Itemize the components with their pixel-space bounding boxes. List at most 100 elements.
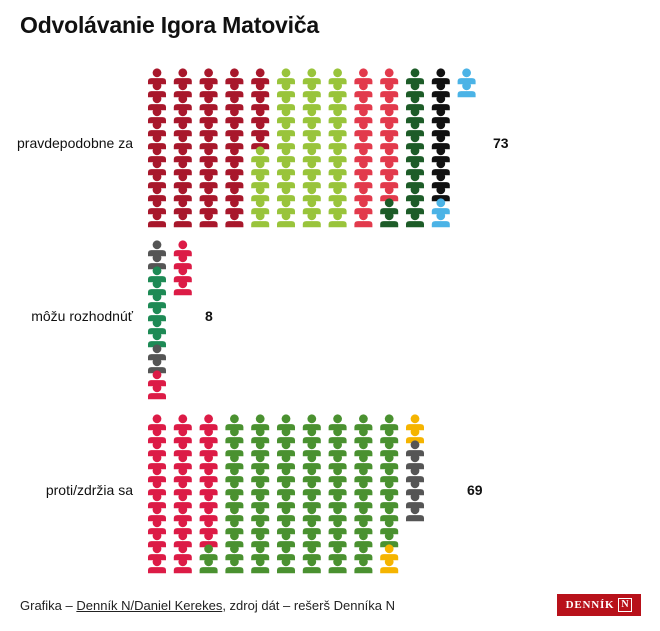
- person-icon: [406, 427, 424, 444]
- person-icon: [431, 159, 450, 176]
- group-total: 8: [205, 308, 213, 324]
- person-icon: [302, 492, 321, 509]
- person-icon: [354, 557, 373, 574]
- person-icon: [225, 518, 244, 535]
- person-icon: [173, 68, 192, 85]
- person-icon: [173, 466, 192, 483]
- person-icon: [199, 81, 218, 98]
- person-icon: [173, 81, 192, 98]
- person-icon: [199, 120, 218, 137]
- person-icon: [302, 427, 321, 444]
- person-icon: [406, 120, 424, 137]
- person-icon: [406, 466, 424, 483]
- person-icon: [302, 146, 321, 163]
- person-icon: [173, 492, 192, 509]
- person-icon: [173, 120, 192, 137]
- person-icon: [225, 159, 244, 176]
- person-icon: [225, 492, 244, 509]
- person-icon: [225, 557, 244, 574]
- person-icon: [380, 211, 399, 228]
- person-icon: [251, 518, 270, 535]
- person-icon: [328, 146, 347, 163]
- person-icon: [148, 185, 166, 202]
- person-icon: [148, 146, 166, 163]
- person-icon: [277, 466, 295, 483]
- person-icon: [354, 479, 373, 496]
- person-icon: [277, 492, 295, 509]
- person-icon: [328, 414, 347, 431]
- person-icon: [148, 357, 166, 374]
- person-icon: [277, 505, 295, 522]
- person-icon: [199, 505, 218, 522]
- person-icon: [302, 81, 321, 98]
- person-icon: [277, 185, 295, 202]
- person-icon: [328, 518, 347, 535]
- person-icon: [380, 133, 399, 150]
- person-icon: [173, 159, 192, 176]
- person-icon: [148, 240, 166, 257]
- person-icon: [199, 557, 218, 574]
- person-icon: [328, 492, 347, 509]
- person-icon: [354, 81, 373, 98]
- person-icon: [406, 198, 424, 215]
- person-icon: [431, 211, 450, 228]
- person-icon: [251, 159, 270, 176]
- person-icon: [302, 120, 321, 137]
- person-icon: [302, 466, 321, 483]
- person-icon: [328, 133, 347, 150]
- person-icon: [225, 81, 244, 98]
- person-icon: [406, 172, 424, 189]
- person-icon: [328, 211, 347, 228]
- person-icon: [199, 427, 218, 444]
- person-icon: [380, 185, 399, 202]
- person-icon: [225, 211, 244, 228]
- person-icon: [251, 146, 270, 163]
- person-icon: [302, 211, 321, 228]
- dennik-n-logo[interactable]: DENNÍK N: [557, 594, 641, 616]
- person-icon: [199, 133, 218, 150]
- person-icon: [173, 557, 192, 574]
- person-icon: [199, 453, 218, 470]
- person-icon: [380, 120, 399, 137]
- person-icon: [148, 253, 166, 270]
- person-icon: [148, 68, 166, 85]
- person-icon: [199, 531, 218, 548]
- person-icon: [328, 544, 347, 561]
- person-icon: [148, 453, 166, 470]
- person-icon: [277, 94, 295, 111]
- person-icon: [354, 185, 373, 202]
- person-icon: [225, 120, 244, 137]
- person-icon: [173, 266, 192, 283]
- person-icon: [173, 253, 192, 270]
- group-label: pravdepodobne za: [17, 135, 133, 151]
- person-icon: [354, 414, 373, 431]
- person-icon: [406, 185, 424, 202]
- person-icon: [380, 440, 399, 457]
- person-icon: [199, 479, 218, 496]
- person-icon: [431, 172, 450, 189]
- person-icon: [251, 81, 270, 98]
- person-icon: [354, 94, 373, 111]
- person-icon: [431, 107, 450, 124]
- person-icon: [277, 107, 295, 124]
- person-icon: [251, 544, 270, 561]
- person-icon: [173, 279, 192, 296]
- person-icon: [380, 159, 399, 176]
- person-icon: [302, 440, 321, 457]
- person-icon: [354, 146, 373, 163]
- person-icon: [225, 414, 244, 431]
- person-icon: [302, 414, 321, 431]
- person-icon: [148, 531, 166, 548]
- person-icon: [148, 198, 166, 215]
- person-icon: [199, 172, 218, 189]
- person-icon: [251, 198, 270, 215]
- person-icon: [380, 466, 399, 483]
- author-link[interactable]: Denník N/Daniel Kerekes: [76, 598, 223, 613]
- person-icon: [199, 68, 218, 85]
- person-icon: [302, 107, 321, 124]
- logo-mark: N: [618, 598, 633, 612]
- person-icon: [199, 440, 218, 457]
- person-icon: [431, 81, 450, 98]
- person-icon: [406, 107, 424, 124]
- person-icon: [148, 427, 166, 444]
